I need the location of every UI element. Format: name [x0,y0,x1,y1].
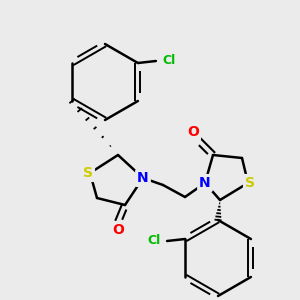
Text: O: O [187,125,199,139]
Text: Cl: Cl [148,235,161,248]
Text: S: S [245,176,255,190]
Text: N: N [137,171,149,185]
Text: N: N [199,176,211,190]
Text: Cl: Cl [162,55,176,68]
Text: O: O [112,223,124,237]
Text: S: S [83,166,93,180]
